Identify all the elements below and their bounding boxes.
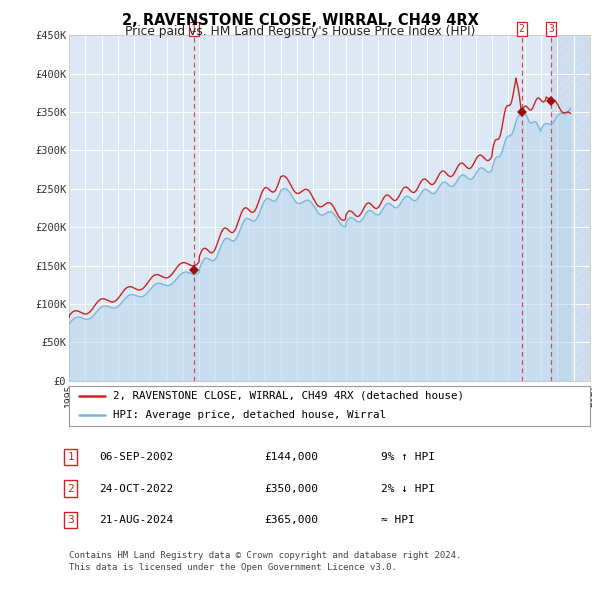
Text: ≈ HPI: ≈ HPI	[381, 516, 415, 525]
Text: This data is licensed under the Open Government Licence v3.0.: This data is licensed under the Open Gov…	[69, 563, 397, 572]
Text: 24-OCT-2022: 24-OCT-2022	[99, 484, 173, 493]
Text: 2, RAVENSTONE CLOSE, WIRRAL, CH49 4RX: 2, RAVENSTONE CLOSE, WIRRAL, CH49 4RX	[122, 13, 478, 28]
Text: 9% ↑ HPI: 9% ↑ HPI	[381, 452, 435, 461]
Text: £144,000: £144,000	[264, 452, 318, 461]
Text: 2: 2	[518, 24, 524, 34]
Text: 3: 3	[67, 516, 74, 525]
Text: 2% ↓ HPI: 2% ↓ HPI	[381, 484, 435, 493]
Text: Price paid vs. HM Land Registry's House Price Index (HPI): Price paid vs. HM Land Registry's House …	[125, 25, 475, 38]
Text: 2: 2	[67, 484, 74, 493]
Text: 06-SEP-2002: 06-SEP-2002	[99, 452, 173, 461]
Text: 3: 3	[548, 24, 554, 34]
Bar	[551, 35, 590, 381]
Text: 21-AUG-2024: 21-AUG-2024	[99, 516, 173, 525]
Text: 1: 1	[67, 452, 74, 461]
Text: Contains HM Land Registry data © Crown copyright and database right 2024.: Contains HM Land Registry data © Crown c…	[69, 551, 461, 560]
Text: HPI: Average price, detached house, Wirral: HPI: Average price, detached house, Wirr…	[113, 409, 386, 419]
Text: £365,000: £365,000	[264, 516, 318, 525]
Text: 1: 1	[191, 24, 197, 34]
Text: 2, RAVENSTONE CLOSE, WIRRAL, CH49 4RX (detached house): 2, RAVENSTONE CLOSE, WIRRAL, CH49 4RX (d…	[113, 391, 464, 401]
Text: £350,000: £350,000	[264, 484, 318, 493]
